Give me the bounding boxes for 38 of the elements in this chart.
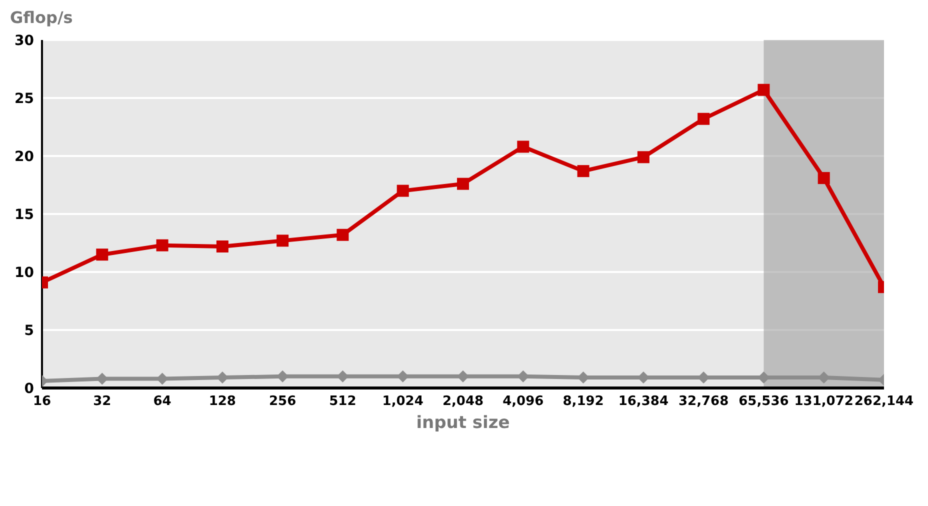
point xyxy=(336,228,349,241)
y-axis-title: Gflop/s xyxy=(10,8,73,27)
x-tick-label: 16,384 xyxy=(618,394,669,410)
x-tick-label: 262,144 xyxy=(854,394,914,410)
y-tick-label: 20 xyxy=(14,148,34,165)
point xyxy=(698,112,710,125)
x-tick-label: 32 xyxy=(93,394,112,410)
point xyxy=(758,84,770,96)
x-tick-label: 32,768 xyxy=(678,394,729,410)
x-tick-label: 512 xyxy=(329,394,356,410)
y-tick-label: 0 xyxy=(24,380,34,397)
point xyxy=(457,178,469,190)
x-tick-label: 16 xyxy=(32,394,52,410)
x-tick-label: 8,192 xyxy=(562,394,604,410)
y-tick-label: 5 xyxy=(24,322,34,339)
point xyxy=(96,248,108,261)
x-tick-label: 65,536 xyxy=(738,394,789,410)
x-tick-label: 2,048 xyxy=(442,394,484,410)
x-tick-label: 256 xyxy=(269,394,296,410)
point xyxy=(637,151,650,164)
point xyxy=(276,234,289,247)
y-tick-label: 30 xyxy=(14,32,34,49)
x-tick-label: 131,072 xyxy=(794,394,854,410)
x-tick-label: 4,096 xyxy=(502,394,544,410)
x-tick-label: 128 xyxy=(208,394,236,410)
y-tick-label: 15 xyxy=(14,206,34,223)
point xyxy=(396,184,409,197)
x-axis-title: input size xyxy=(416,413,510,433)
x-tick-label: 64 xyxy=(153,394,172,410)
point xyxy=(216,240,228,252)
point xyxy=(156,239,168,252)
point xyxy=(457,370,469,382)
point xyxy=(577,165,590,178)
point xyxy=(517,140,530,153)
x-tick-label: 1,024 xyxy=(382,394,424,410)
point xyxy=(818,172,830,184)
y-tick-label: 10 xyxy=(14,264,34,281)
y-tick-label: 25 xyxy=(14,90,34,107)
